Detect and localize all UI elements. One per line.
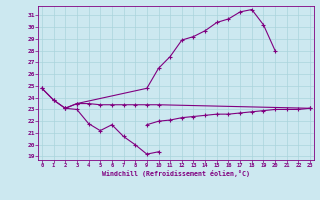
X-axis label: Windchill (Refroidissement éolien,°C): Windchill (Refroidissement éolien,°C) [102, 170, 250, 177]
